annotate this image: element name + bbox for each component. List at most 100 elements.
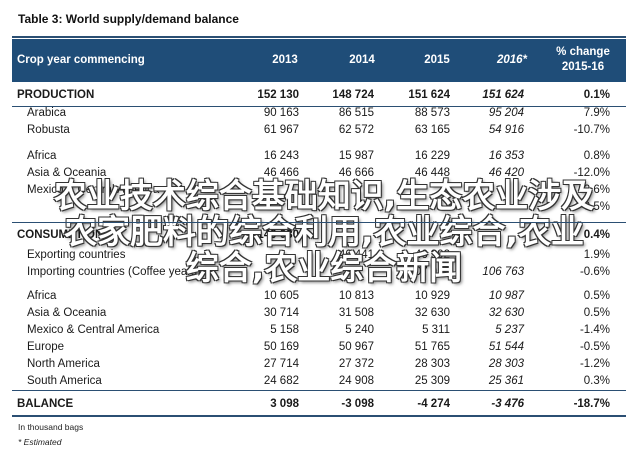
- cell-v2013: 149 030: [257, 229, 299, 241]
- watermark-line-2: 农家肥料的综合利用,农业综合,农业: [63, 212, 585, 251]
- watermark-line-1: 农业技术综合基础知识,生态农业涉及: [53, 176, 595, 215]
- cell-v2014: 148 724: [332, 89, 374, 101]
- cell-v2015: 32 630: [414, 307, 450, 319]
- cell-v2014: 86 515: [338, 107, 374, 119]
- cell-v2015: 151 624: [408, 89, 450, 101]
- cell-v2013: 27 714: [263, 358, 299, 370]
- table-title: Table 3: World supply/demand balance: [18, 12, 239, 26]
- cell-v2013: 24 682: [263, 375, 299, 387]
- change-header: % change 2015-16: [540, 39, 626, 88]
- cell-v2013: 5 158: [270, 324, 299, 336]
- table-row: Europe 50 169 50 967 51 765 51 544 -0.5%: [12, 340, 626, 357]
- cell-v2013: 3 098: [270, 398, 299, 410]
- cell-chg: 0.8%: [583, 150, 610, 162]
- cell-v2015: 88 573: [414, 107, 450, 119]
- footnote: In thousand bags: [18, 422, 84, 432]
- cell-v2016: 10 987: [488, 290, 524, 302]
- row-label: Mexico & Central America: [27, 184, 160, 196]
- cell-v2016: 28 303: [488, 358, 524, 370]
- row-label: Europe: [27, 341, 65, 353]
- cell-v2015: -4 274: [417, 398, 450, 410]
- cell-v2015: 46 448: [414, 167, 450, 179]
- cell-chg: -1.2%: [579, 358, 610, 370]
- row-label: North America: [27, 358, 100, 370]
- row-label: Arabica: [27, 107, 66, 119]
- table-row: Robusta 61 967 62 572 63 165 54 916 -10.7%: [12, 123, 626, 140]
- cell-v2014: 15 987: [338, 150, 374, 162]
- table-row: CONSUMPTION 149 030 0.4%: [12, 228, 626, 245]
- row-label: CONSUMPTION: [17, 229, 104, 241]
- change-header-line1: % change: [556, 46, 610, 58]
- cell-chg: 0.1%: [583, 89, 610, 101]
- row-label: Asia & Oceania: [27, 307, 107, 319]
- cell-v2013: 61 967: [263, 124, 299, 136]
- table-row: BALANCE 3 098 -3 098 -4 274 -3 476 -18.7%: [12, 397, 626, 414]
- cell-v2016: 151 624: [482, 89, 524, 101]
- cell-v2014: 62 572: [338, 124, 374, 136]
- year-header-2013: 2013: [272, 54, 298, 66]
- row-label: Robusta: [27, 124, 70, 136]
- cell-v2016: 106 763: [482, 266, 524, 278]
- table-row: Arabica 90 163 86 515 88 573 95 204 7.9%: [12, 106, 626, 123]
- cell-v2015: 63 165: [414, 124, 450, 136]
- cell-v2016: 32 630: [488, 307, 524, 319]
- year-header-2015: 2015: [424, 54, 450, 66]
- cell-v2014: 46 666: [338, 167, 374, 179]
- cell-v2013: 10 605: [263, 290, 299, 302]
- year-header-2016: 2016*: [496, 54, 528, 66]
- row-label: Importing countries (Coffee years): [27, 266, 201, 278]
- cell-v2013: 50 169: [263, 341, 299, 353]
- cell-v2016: 46 420: [488, 167, 524, 179]
- section-rule: [12, 106, 626, 107]
- table-row: PRODUCTION 152 130 148 724 151 624 151 624 0.…: [12, 88, 626, 105]
- cell-v2013: 90 163: [263, 107, 299, 119]
- cell-v2013: 30 714: [263, 307, 299, 319]
- cell-v2014: 27 372: [338, 358, 374, 370]
- cell-v2014: 31 508: [338, 307, 374, 319]
- table-row: Africa 10 605 10 813 10 929 10 987 0.5%: [12, 289, 626, 306]
- row-label: Africa: [27, 150, 57, 162]
- cell-v2016: -3 476: [491, 398, 524, 410]
- cell-chg: -0.6%: [579, 266, 610, 278]
- cell-chg: 1.9%: [583, 249, 610, 261]
- cell-v2015: 107 050: [408, 266, 450, 278]
- section-rule: [12, 390, 626, 391]
- cell-v2013: 152 130: [257, 89, 299, 101]
- cell-v2016: 95 204: [488, 107, 524, 119]
- cell-v2016: 16 353: [488, 150, 524, 162]
- watermark-line-3: 综合,农业综合新闻: [185, 248, 463, 287]
- cell-v2014: 24 908: [338, 375, 374, 387]
- row-label: BALANCE: [17, 398, 74, 410]
- table-row: 0.5%: [12, 200, 626, 217]
- title-rule: [12, 36, 626, 38]
- table-row: Mexico & Central America 5 158 5 240 5 311 5…: [12, 323, 626, 340]
- cell-v2015: 10 929: [414, 290, 450, 302]
- cell-chg: 7.9%: [583, 107, 610, 119]
- table-row: Asia & Oceania 46 466 46 666 46 448 46 420 -1…: [12, 166, 626, 183]
- footnote: * Estimated: [18, 437, 62, 447]
- row-label: PRODUCTION: [17, 89, 95, 101]
- cell-chg: 0.5%: [583, 201, 610, 213]
- cell-chg: -1.4%: [579, 324, 610, 336]
- table-row: Asia & Oceania 30 714 31 508 32 630 32 630 0.…: [12, 306, 626, 323]
- cell-chg: -0.5%: [579, 341, 610, 353]
- cell-v2014: -3 098: [341, 398, 374, 410]
- cell-chg: 2.6%: [583, 184, 610, 196]
- cell-chg: -10.7%: [573, 124, 610, 136]
- cell-v2015: 46 392: [414, 249, 450, 261]
- cell-chg: -18.7%: [573, 398, 610, 410]
- cell-v2014: 46 441: [338, 249, 374, 261]
- table-row: Exporting countries 46 441 46 392 1.9%: [12, 248, 626, 265]
- table-row: Importing countries (Coffee years) 107 05…: [12, 265, 626, 282]
- table-row: Africa 16 243 15 987 16 229 16 353 0.8%: [12, 149, 626, 166]
- year-header-2014: 2014: [349, 54, 375, 66]
- cell-v2015: 16 229: [414, 150, 450, 162]
- cell-v2016: 25 361: [488, 375, 524, 387]
- cell-v2015: 25 309: [414, 375, 450, 387]
- row-label: Mexico & Central America: [27, 324, 160, 336]
- cell-chg: -12.0%: [573, 167, 610, 179]
- cell-chg: 0.3%: [583, 375, 610, 387]
- change-header-line2: 2015-16: [561, 61, 605, 73]
- crop-year-header: Crop year commencing: [17, 54, 145, 66]
- cell-v2013: 46 466: [263, 167, 299, 179]
